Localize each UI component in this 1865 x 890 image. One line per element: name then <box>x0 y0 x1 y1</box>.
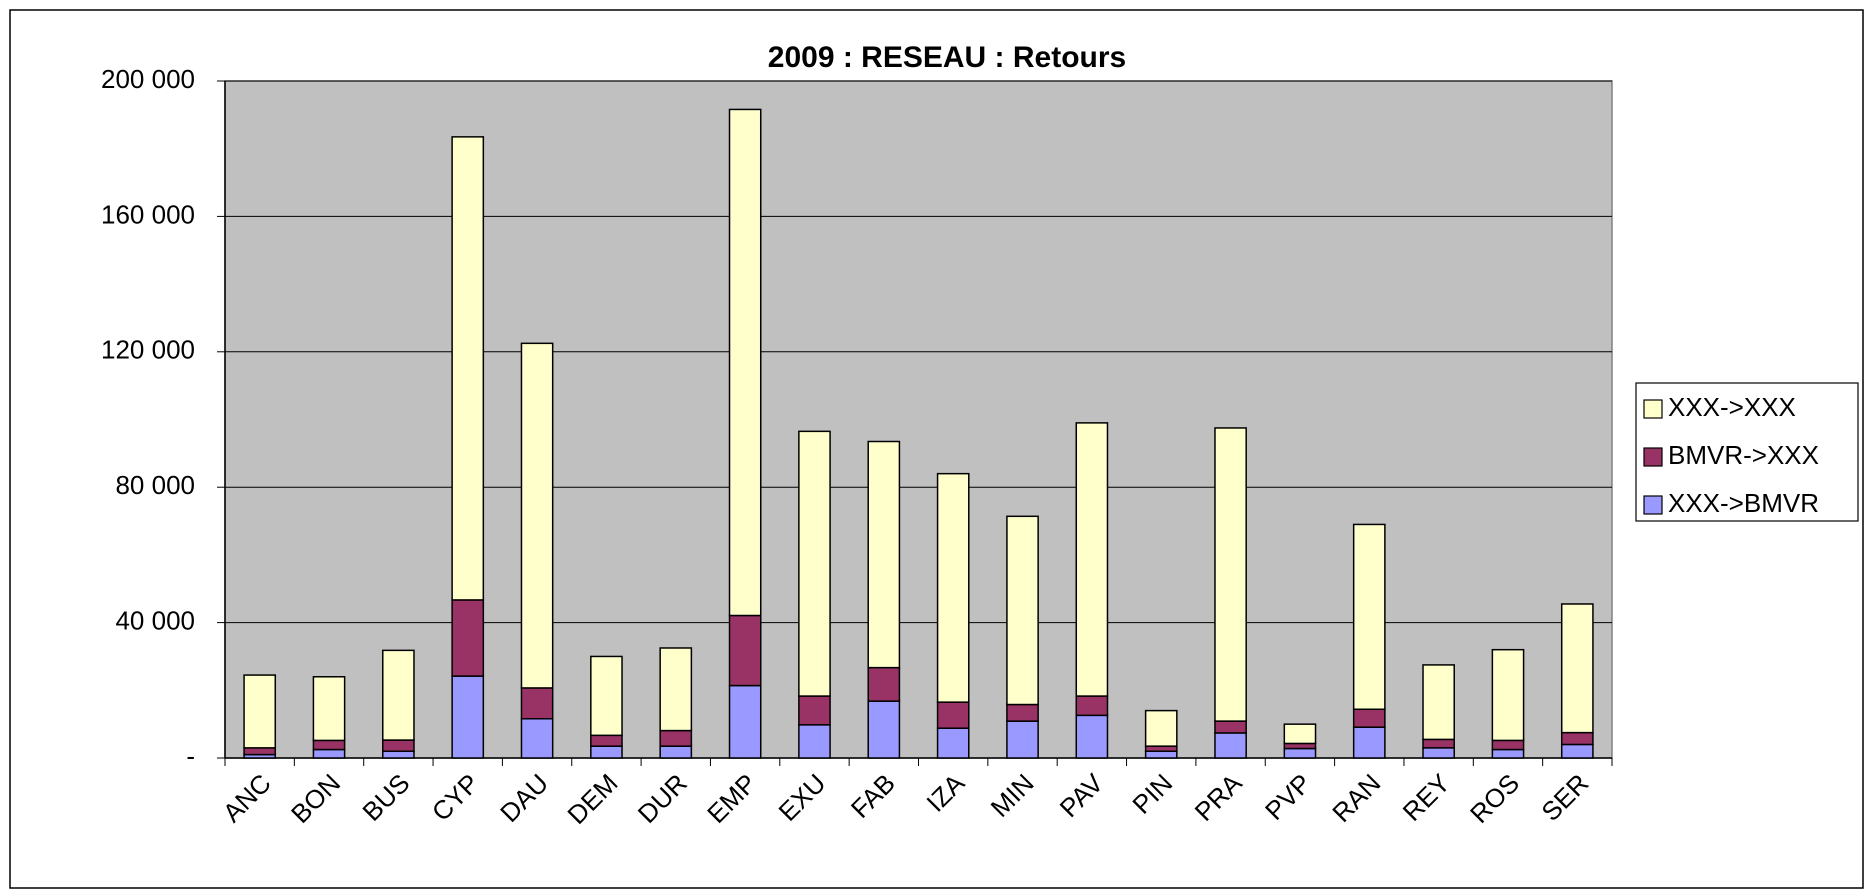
bar-segment <box>1560 603 1594 734</box>
chart-title: 2009 : RESEAU : Retours <box>768 41 1126 74</box>
bar-segment <box>798 430 831 697</box>
legend-swatch <box>1643 447 1663 467</box>
bar-segment <box>1214 732 1247 759</box>
bar-segment <box>867 700 901 759</box>
bar-segment <box>312 748 346 759</box>
bar-segment <box>936 727 970 759</box>
bar-segment <box>382 649 415 741</box>
bar-segment <box>867 440 901 669</box>
bar-segment <box>520 687 554 720</box>
bar-segment <box>243 674 277 749</box>
bar-segment <box>1144 750 1178 759</box>
y-tick-label: 40 000 <box>115 605 195 635</box>
bar-segment <box>312 739 346 751</box>
y-tick-label: 80 000 <box>115 470 195 500</box>
bar-segment <box>520 717 554 759</box>
bar-segment <box>382 750 415 759</box>
legend-label: XXX->BMVR <box>1668 488 1819 518</box>
legend-label: XXX->XXX <box>1668 392 1796 422</box>
legend-box <box>1635 382 1859 522</box>
bar-segment <box>1075 422 1109 697</box>
legend-swatch <box>1643 399 1663 419</box>
bar-segment <box>382 739 415 752</box>
bar-segment <box>243 747 277 756</box>
y-tick-label: 160 000 <box>101 199 195 229</box>
bar-segment <box>659 647 693 732</box>
bar-segment <box>728 684 762 759</box>
plot-area <box>224 80 1613 759</box>
bar-segment <box>1560 731 1594 746</box>
bar-segment <box>798 695 831 726</box>
legend-label: BMVR->XXX <box>1668 440 1819 470</box>
bar-segment <box>1491 748 1525 759</box>
bar-segment <box>1422 747 1455 759</box>
bar-segment <box>590 745 623 759</box>
bar-segment <box>1075 714 1109 759</box>
bar-segment <box>1006 703 1039 722</box>
y-tick-label: 200 000 <box>101 64 195 94</box>
bar-segment <box>659 729 693 747</box>
bar-segment <box>1352 708 1386 728</box>
bar-segment <box>936 472 970 703</box>
bar-segment <box>1422 738 1455 749</box>
bar-segment <box>1491 739 1525 751</box>
bar-segment <box>1352 726 1386 759</box>
bar-segment <box>1006 720 1039 759</box>
bar-segment <box>936 701 970 729</box>
y-tick-label: - <box>186 741 195 771</box>
bar-segment <box>1283 742 1317 750</box>
bar-segment <box>1283 747 1317 759</box>
bar-segment <box>1214 720 1247 734</box>
bar-segment <box>867 666 901 702</box>
bar-segment <box>590 655 623 737</box>
bar-segment <box>590 734 623 747</box>
bar-segment <box>1491 648 1525 742</box>
bar-segment <box>1352 523 1386 711</box>
bar-segment <box>451 599 485 677</box>
bar-segment <box>1283 723 1317 745</box>
bar-segment <box>1006 515 1039 706</box>
bar-segment <box>1422 664 1455 741</box>
bar-segment <box>1214 427 1247 722</box>
bar-segment <box>728 614 762 687</box>
y-tick-label: 120 000 <box>101 335 195 365</box>
bar-segment <box>728 108 762 617</box>
legend-swatch <box>1643 495 1663 515</box>
bar-segment <box>1075 695 1109 717</box>
bar-segment <box>451 136 485 601</box>
bar-segment <box>1560 743 1594 759</box>
bar-segment <box>312 676 346 742</box>
bar-segment <box>1144 745 1178 752</box>
bar-segment <box>1144 709 1178 747</box>
bar-segment <box>451 675 485 759</box>
bar-segment <box>659 745 693 759</box>
bar-segment <box>520 342 554 689</box>
bar-segment <box>798 724 831 759</box>
